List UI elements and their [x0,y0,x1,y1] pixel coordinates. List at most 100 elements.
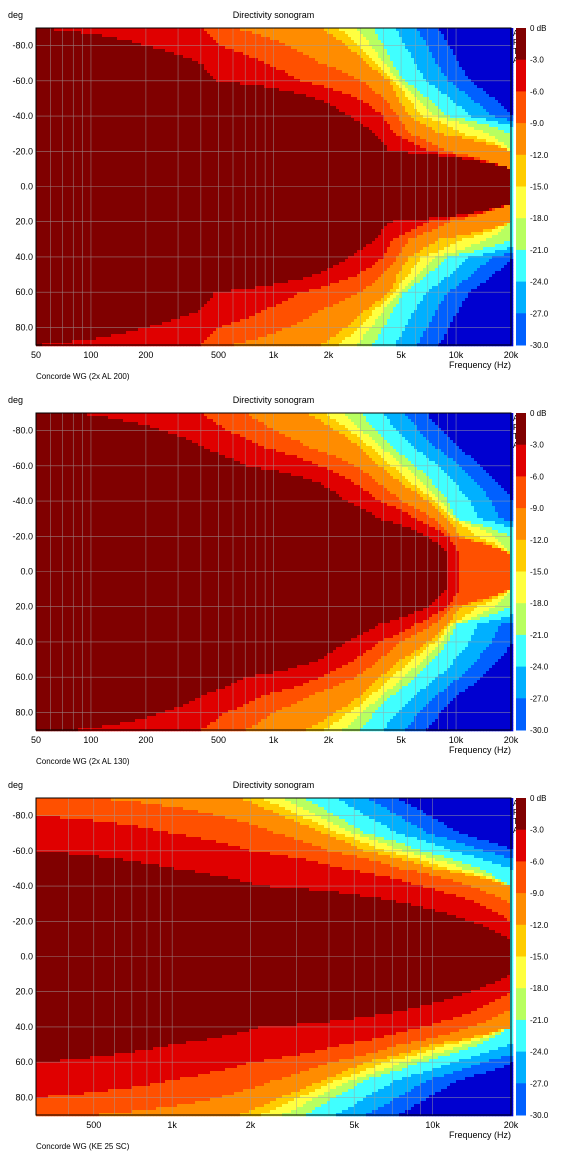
colorbar-label: -18.0 [530,214,549,223]
plot-frame [35,27,512,346]
colorbar [516,28,526,346]
colorbar-label: -21.0 [530,631,549,640]
y-tick-label: 0.0 [20,567,33,577]
colorbar-label: -9.0 [530,504,544,513]
y-tick-label: -80.0 [12,426,33,436]
colorbar-label: -15.0 [530,953,549,962]
y-tick-label: 80.0 [15,322,33,332]
colorbar-label: -12.0 [530,536,549,545]
colorbar-label: -18.0 [530,984,549,993]
colorbar-label: -30.0 [530,341,549,350]
grid [36,28,511,345]
colorbar-label: -21.0 [530,246,549,255]
x-tick-label: 5k [396,735,406,745]
colorbar-label: -30.0 [530,726,549,735]
y-tick-label: -20.0 [12,916,33,926]
chart-title: Directivity sonogram [233,395,315,405]
y-tick-label: 40.0 [15,1022,33,1032]
colorbar-label: 0 dB [530,24,546,33]
sonogram-chart-2: Directivity sonogram deg -80.0 -60.0 -40.0 -2… [8,395,549,766]
x-tick-label: 20k [504,350,519,360]
y-tick-label: 20.0 [15,987,33,997]
chart-caption: Concorde WG (2x AL 200) [36,372,130,381]
chart-caption: Concorde WG (2x AL 130) [36,757,130,766]
x-tick-label: 100 [83,350,98,360]
colorbar-label: 0 dB [530,409,546,418]
colorbar-label: -21.0 [530,1016,549,1025]
colorbar-label: -6.0 [530,472,544,481]
y-axis-label: deg [8,780,23,790]
y-tick-label: -20.0 [12,146,33,156]
y-tick-label: 60.0 [15,1057,33,1067]
colorbar-label: -3.0 [530,441,544,450]
chart-caption: Concorde WG (KE 25 SC) [36,1142,130,1151]
plot-frame [35,797,512,1116]
x-tick-label: 5k [396,350,406,360]
sonogram-chart-3: Directivity sonogram deg -80.0 -60.0 -40.0 -2… [8,780,549,1151]
grid [36,798,511,1115]
x-axis-label: Frequency (Hz) [449,1130,511,1140]
x-tick-label: 1k [167,1120,177,1130]
x-tick-label: 50 [31,735,41,745]
colorbar-label: -24.0 [530,663,549,672]
colorbar-label: -24.0 [530,1048,549,1057]
colorbar-label: -9.0 [530,119,544,128]
colorbar-label: -3.0 [530,826,544,835]
x-tick-label: 200 [138,735,153,745]
x-tick-label: 20k [504,1120,519,1130]
colorbar-label: -6.0 [530,87,544,96]
chart-title: Directivity sonogram [233,780,315,790]
colorbar-label: -15.0 [530,183,549,192]
y-tick-label: 60.0 [15,287,33,297]
x-tick-label: 2k [324,350,334,360]
y-tick-label: 20.0 [15,217,33,227]
x-tick-label: 10k [449,350,464,360]
x-tick-label: 100 [83,735,98,745]
x-tick-label: 1k [269,735,279,745]
y-tick-label: 40.0 [15,252,33,262]
y-tick-label: 20.0 [15,602,33,612]
colorbar-label: 0 dB [530,794,546,803]
y-axis-label: deg [8,10,23,20]
x-tick-label: 200 [138,350,153,360]
y-tick-label: -80.0 [12,41,33,51]
y-tick-label: 0.0 [20,182,33,192]
x-tick-label: 20k [504,735,519,745]
x-tick-label: 500 [86,1120,101,1130]
colorbar-label: -30.0 [530,1111,549,1120]
y-tick-label: 80.0 [15,1092,33,1102]
y-tick-label: -60.0 [12,461,33,471]
sonogram-chart-1: Directivity sonogram deg -80.0 -60.0 -40.0 -2… [8,10,549,381]
colorbar [516,798,526,1116]
y-tick-label: -40.0 [12,881,33,891]
heatmap [36,798,514,1117]
colorbar-label: -15.0 [530,568,549,577]
y-tick-label: -20.0 [12,531,33,541]
colorbar-label: -3.0 [530,56,544,65]
grid [36,413,511,730]
y-axis-label: deg [8,395,23,405]
colorbar-label: -18.0 [530,599,549,608]
colorbar-label: -27.0 [530,309,549,318]
heatmap [36,413,514,732]
y-tick-label: -40.0 [12,496,33,506]
colorbar-label: -12.0 [530,921,549,930]
x-tick-label: 1k [269,350,279,360]
y-tick-label: -60.0 [12,846,33,856]
x-tick-label: 500 [211,735,226,745]
colorbar [516,413,526,731]
colorbar-label: -9.0 [530,889,544,898]
x-tick-label: 2k [324,735,334,745]
colorbar-label: -6.0 [530,857,544,866]
x-tick-label: 500 [211,350,226,360]
heatmap [36,28,514,347]
x-tick-label: 5k [349,1120,359,1130]
x-tick-label: 50 [31,350,41,360]
y-tick-label: -40.0 [12,111,33,121]
colorbar-label: -27.0 [530,1079,549,1088]
y-tick-label: 60.0 [15,672,33,682]
colorbar-label: -24.0 [530,278,549,287]
y-tick-label: 40.0 [15,637,33,647]
chart-title: Directivity sonogram [233,10,315,20]
